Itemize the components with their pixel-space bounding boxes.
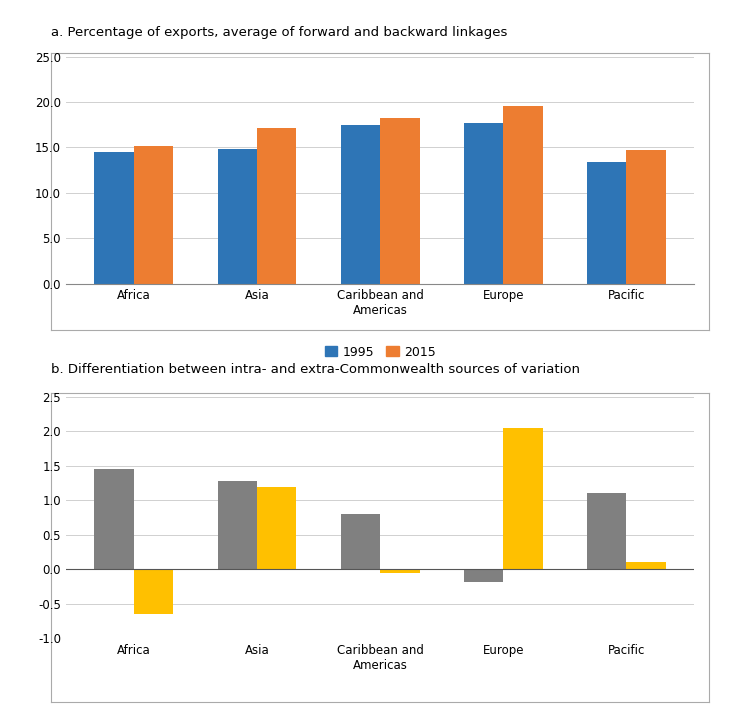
Bar <box>587 493 626 569</box>
Bar <box>94 152 134 284</box>
Bar <box>380 118 420 284</box>
Bar <box>218 481 257 569</box>
Bar <box>134 145 173 284</box>
Bar <box>257 128 296 284</box>
Bar <box>503 106 542 284</box>
Bar <box>587 162 626 284</box>
Text: a. Percentage of exports, average of forward and backward linkages: a. Percentage of exports, average of for… <box>51 26 507 39</box>
Bar <box>257 486 296 569</box>
Bar <box>380 569 420 573</box>
Bar <box>626 562 666 569</box>
Bar <box>503 428 542 569</box>
Bar <box>464 569 503 581</box>
Bar <box>218 150 257 284</box>
Bar <box>134 569 173 614</box>
Bar <box>341 125 380 284</box>
Bar <box>94 469 134 569</box>
Bar <box>626 150 666 284</box>
Bar <box>464 123 503 284</box>
Text: b. Differentiation between intra- and extra-Commonwealth sources of variation: b. Differentiation between intra- and ex… <box>51 363 580 376</box>
Bar <box>341 514 380 569</box>
Legend: 1995, 2015: 1995, 2015 <box>319 340 441 364</box>
